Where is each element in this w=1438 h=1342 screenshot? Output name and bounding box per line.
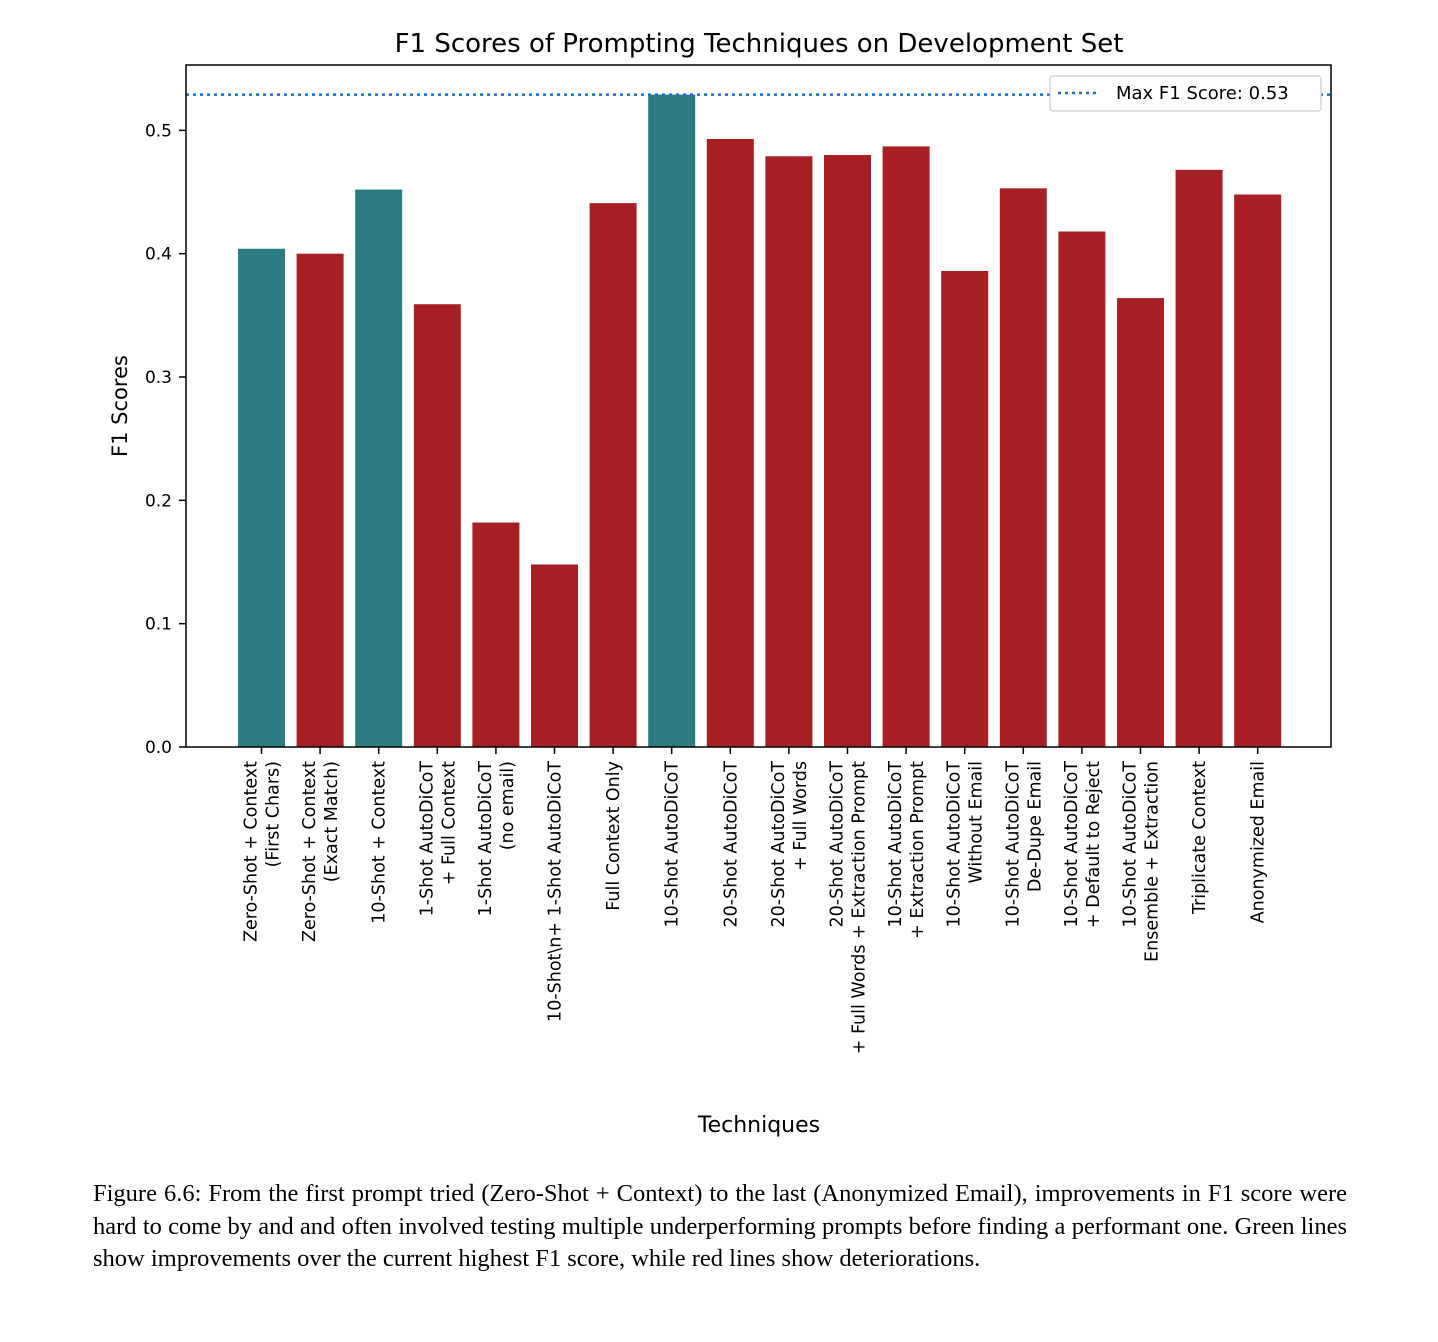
x-axis: Zero-Shot + Context (First Chars) Zero-Sho… bbox=[242, 747, 1269, 1054]
bar bbox=[999, 188, 1047, 748]
x-tick-label: 1-Shot AutoDiCoT (no email) bbox=[476, 761, 518, 917]
bar bbox=[824, 155, 871, 747]
y-tick-label: 0.5 bbox=[145, 121, 172, 141]
chart-figure: F1 Scores of Prompting Techniques on Dev… bbox=[108, 29, 1332, 1138]
x-axis-label: Techniques bbox=[697, 1113, 820, 1138]
legend-label: Max F1 Score: 0.53 bbox=[1116, 83, 1289, 104]
x-tick-label: 20-Shot AutoDiCoT + Full Words + Extracti… bbox=[828, 761, 870, 1055]
bar bbox=[1234, 194, 1282, 748]
bar bbox=[1058, 231, 1106, 747]
x-tick-label: Triplicate Context bbox=[1190, 761, 1210, 915]
bar bbox=[296, 253, 344, 747]
x-tick-label: 20-Shot AutoDiCoT bbox=[721, 761, 741, 928]
bar bbox=[413, 304, 461, 747]
bar bbox=[765, 156, 813, 747]
bar bbox=[472, 522, 520, 747]
x-tick-label: 10-Shot\n+ 1-Shot AutoDiCoT bbox=[546, 761, 566, 1022]
y-axis-label: F1 Scores bbox=[108, 355, 132, 457]
bars-group bbox=[238, 94, 1282, 748]
y-tick-label: 0.4 bbox=[145, 245, 172, 265]
bar-chart: F1 Scores of Prompting Techniques on Dev… bbox=[108, 29, 1332, 1138]
x-tick-label: 10-Shot + Context bbox=[370, 761, 390, 924]
y-tick-label: 0.0 bbox=[145, 738, 172, 758]
x-tick-label: Zero-Shot + Context (Exact Match) bbox=[300, 761, 342, 942]
chart-title: F1 Scores of Prompting Techniques on Dev… bbox=[395, 29, 1124, 59]
bar bbox=[355, 189, 403, 748]
bar bbox=[706, 138, 754, 747]
legend: Max F1 Score: 0.53 bbox=[1049, 75, 1322, 112]
bar bbox=[238, 248, 285, 747]
x-tick-label: 10-Shot AutoDiCoT Ensemble + Extraction bbox=[1121, 761, 1163, 962]
bar bbox=[531, 564, 578, 747]
x-tick-label: 10-Shot AutoDiCoT bbox=[663, 761, 683, 928]
x-tick-label: Anonymized Email bbox=[1249, 761, 1269, 923]
x-tick-label: 20-Shot AutoDiCoT + Full Words bbox=[769, 761, 811, 928]
bar bbox=[589, 203, 637, 747]
bar bbox=[1117, 298, 1164, 747]
y-tick-label: 0.1 bbox=[145, 615, 172, 635]
y-axis: 0.0 0.1 0.2 0.3 0.4 0.5 bbox=[145, 121, 186, 758]
bar bbox=[882, 146, 930, 748]
plot-frame bbox=[185, 64, 1332, 748]
y-tick-label: 0.3 bbox=[145, 368, 172, 388]
x-tick-label: 10-Shot AutoDiCoT + Extraction Prompt bbox=[886, 761, 928, 939]
x-tick-label: Full Context Only bbox=[604, 761, 624, 911]
bar bbox=[648, 94, 696, 747]
x-tick-label: 10-Shot AutoDiCoT + Default to Reject bbox=[1062, 761, 1104, 928]
bar bbox=[941, 270, 989, 747]
x-tick-label: 10-Shot AutoDiCoT De-Dupe Email bbox=[1003, 761, 1045, 928]
x-tick-label: 1-Shot AutoDiCoT + Full Context bbox=[417, 761, 459, 917]
x-tick-label: 10-Shot AutoDiCoT Without Email bbox=[945, 761, 987, 928]
y-tick-label: 0.2 bbox=[145, 491, 172, 511]
x-tick-label: Zero-Shot + Context (First Chars) bbox=[242, 761, 284, 942]
figure-caption: Figure 6.6: From the first prompt tried … bbox=[93, 1180, 1347, 1272]
legend-box bbox=[1049, 75, 1322, 112]
bar bbox=[1175, 169, 1223, 747]
